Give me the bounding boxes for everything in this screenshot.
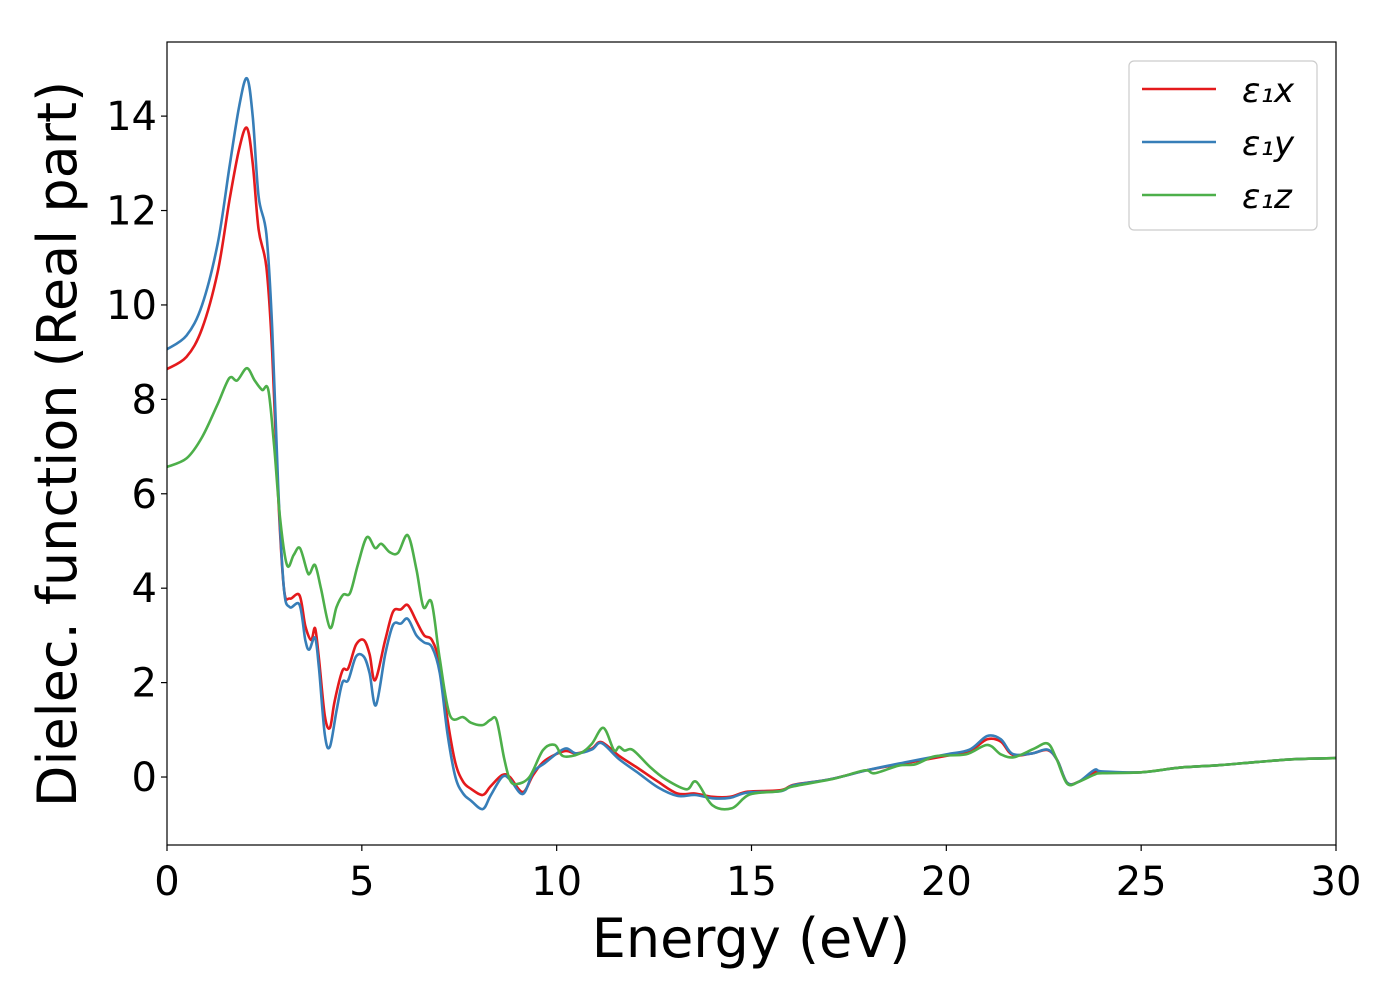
series-layer (167, 76, 1336, 811)
x-tick-label: 10 (531, 859, 582, 905)
series-line-eps1-z (167, 366, 1336, 811)
x-tick-label: 20 (921, 859, 972, 905)
x-tick-label: 25 (1116, 859, 1167, 905)
legend-label-x: ε₁x (1242, 71, 1295, 111)
y-tick-label: 10 (106, 283, 157, 329)
x-tick-label: 15 (726, 859, 777, 905)
x-tick-label: 0 (154, 859, 179, 905)
y-tick-label: 4 (132, 566, 157, 612)
y-axis-ticks: 0 2 4 6 8 10 12 14 (106, 94, 167, 801)
legend-box (1128, 60, 1318, 231)
y-tick-label: 2 (132, 661, 157, 707)
y-tick-label: 0 (132, 755, 157, 801)
y-tick-label: 6 (132, 472, 157, 518)
series-line-eps1-y (167, 76, 1336, 811)
y-tick-label: 8 (132, 377, 157, 423)
x-axis-label: Energy (eV) (592, 907, 911, 970)
legend-label-z: ε₁z (1242, 177, 1293, 217)
y-axis-label: Dielec. function (Real part) (26, 81, 89, 807)
x-tick-label: 30 (1311, 859, 1362, 905)
x-tick-label: 5 (349, 859, 374, 905)
x-axis-ticks: 0 5 10 15 20 25 30 (154, 845, 1361, 905)
y-tick-label: 14 (106, 94, 157, 140)
legend-label-y: ε₁y (1242, 124, 1295, 164)
y-tick-label: 12 (106, 189, 157, 235)
legend: ε₁x ε₁y ε₁z (1128, 60, 1318, 231)
